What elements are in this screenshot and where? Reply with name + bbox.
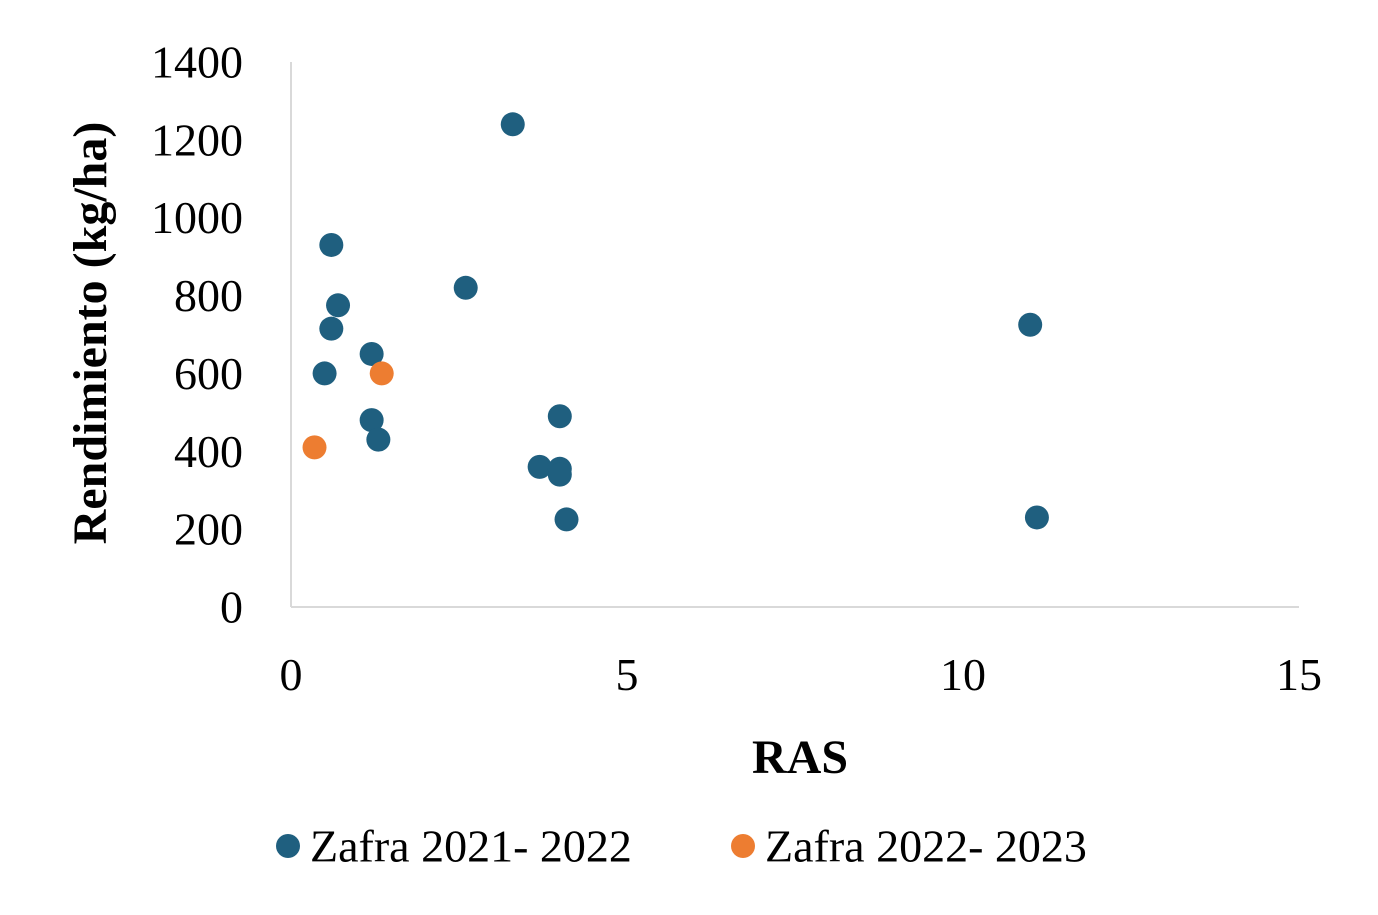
legend-label-series-1: Zafra 2021- 2022 — [310, 821, 632, 872]
data-point-series-1 — [319, 316, 344, 341]
x-axis-title: RAS — [752, 731, 848, 784]
x-tick-label: 5 — [616, 649, 639, 700]
legend-marker-series-1 — [276, 834, 300, 858]
legend-label-series-2: Zafra 2022- 2023 — [765, 821, 1087, 872]
y-tick-label: 1000 — [151, 192, 243, 243]
x-tick-label: 15 — [1276, 649, 1322, 700]
y-tick-label: 800 — [174, 270, 243, 321]
data-point-series-1 — [1024, 505, 1049, 530]
data-point-series-1 — [312, 361, 337, 386]
y-tick-label: 600 — [174, 348, 243, 399]
x-tick-label: 10 — [940, 649, 986, 700]
x-tick-label: 0 — [280, 649, 303, 700]
data-point-series-2 — [302, 435, 327, 460]
data-points — [302, 112, 1049, 532]
data-point-series-1 — [453, 275, 478, 300]
data-point-series-1 — [500, 112, 525, 137]
legend-marker-series-2 — [731, 834, 755, 858]
data-point-series-1 — [359, 341, 384, 366]
x-tick-labels: 0 5 10 15 — [280, 649, 1323, 700]
data-point-series-1 — [319, 232, 344, 257]
data-point-series-1 — [326, 293, 351, 318]
data-point-series-1 — [527, 454, 552, 479]
y-tick-label: 400 — [174, 426, 243, 477]
y-tick-labels: 0 200 400 600 800 1000 1200 1400 — [151, 37, 243, 633]
y-tick-label: 1400 — [151, 37, 243, 88]
y-axis-title: Rendimiento (kg/ha) — [64, 122, 117, 545]
y-tick-label: 1200 — [151, 114, 243, 165]
legend: Zafra 2021- 2022 Zafra 2022- 2023 — [276, 821, 1087, 872]
data-point-series-2 — [369, 361, 394, 386]
data-point-series-1 — [359, 408, 384, 433]
data-point-series-1 — [547, 404, 572, 429]
y-tick-label: 200 — [174, 504, 243, 555]
axes — [290, 62, 1299, 608]
data-point-series-1 — [1018, 312, 1043, 337]
data-point-series-1 — [554, 507, 579, 532]
y-tick-label: 0 — [220, 582, 243, 633]
data-point-series-1 — [366, 427, 391, 452]
data-point-series-1 — [547, 462, 572, 487]
